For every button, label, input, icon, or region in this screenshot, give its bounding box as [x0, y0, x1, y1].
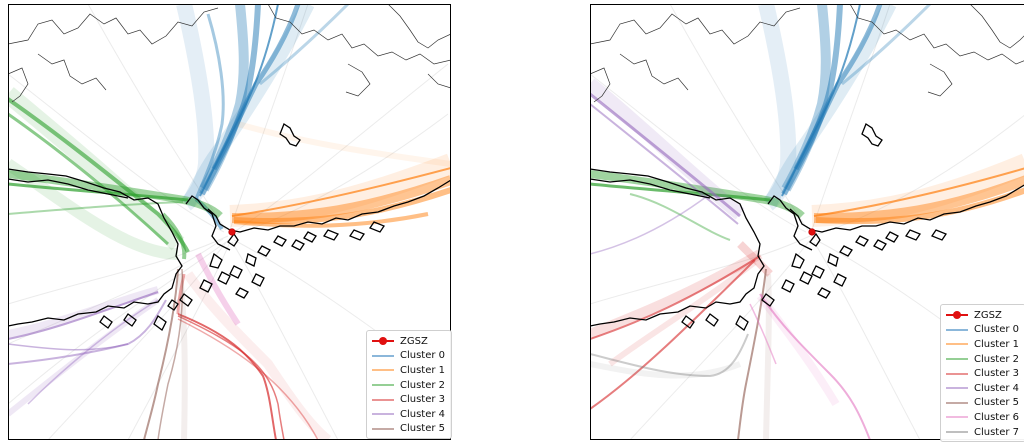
legend-swatch-cluster-3 — [372, 395, 394, 405]
legend-swatch-cluster-5 — [372, 424, 394, 434]
legend-label: Cluster 4 — [400, 408, 446, 420]
cluster-7-routes — [590, 333, 749, 379]
legend-swatch-cluster-1 — [946, 339, 968, 349]
legend-item-cluster-1: Cluster 1 — [372, 363, 445, 378]
map-panel-right: ZGSZ Cluster 0 Cluster 1 Cluster 2 Clust… — [590, 4, 1024, 442]
legend-label: Cluster 3 — [400, 394, 446, 406]
airport-marker-swatch — [372, 336, 394, 346]
background-traffic — [590, 4, 1024, 440]
legend-label: Cluster 5 — [974, 397, 1020, 409]
legend-label-zgsz: ZGSZ — [974, 309, 1002, 321]
cluster-0-routes — [176, 4, 350, 231]
zgsz-airport-marker — [808, 228, 816, 236]
legend-item-cluster-4: Cluster 4 — [946, 381, 1019, 396]
legend-swatch-cluster-0 — [372, 351, 394, 361]
legend-label: Cluster 3 — [974, 368, 1020, 380]
legend-label: Cluster 1 — [974, 338, 1020, 350]
zgsz-airport-marker — [228, 228, 236, 236]
cluster-1-routes — [811, 153, 1024, 227]
legend-swatch-cluster-2 — [372, 380, 394, 390]
legend-label-zgsz: ZGSZ — [400, 335, 428, 347]
legend-item-zgsz: ZGSZ — [946, 308, 1019, 323]
legend-label: Cluster 1 — [400, 364, 446, 376]
cluster-6-routes — [749, 293, 871, 440]
legend-label: Cluster 4 — [974, 382, 1020, 394]
legend-item-cluster-6: Cluster 6 — [946, 410, 1019, 425]
legend-label: Cluster 2 — [974, 353, 1020, 365]
legend-item-cluster-5: Cluster 5 — [946, 396, 1019, 411]
legend-item-cluster-4: Cluster 4 — [372, 407, 445, 422]
admin-borders — [590, 4, 1024, 103]
cluster-4-routes — [590, 78, 745, 255]
legend-item-cluster-5: Cluster 5 — [372, 422, 445, 437]
cluster-3-routes — [590, 241, 773, 410]
secondary-traffic — [195, 252, 241, 326]
cluster-4-routes — [8, 286, 167, 417]
legend-swatch-cluster-5 — [946, 398, 968, 408]
legend-item-cluster-3: Cluster 3 — [946, 366, 1019, 381]
legend-swatch-cluster-1 — [372, 365, 394, 375]
legend-label: Cluster 6 — [974, 411, 1020, 423]
legend-item-cluster-2: Cluster 2 — [372, 378, 445, 393]
legend-item-cluster-7: Cluster 7 — [946, 425, 1019, 440]
admin-borders — [8, 4, 451, 103]
legend-swatch-cluster-6 — [946, 412, 968, 422]
legend-item-zgsz: ZGSZ — [372, 334, 445, 349]
legend-swatch-cluster-4 — [372, 409, 394, 419]
legend-label: Cluster 5 — [400, 423, 446, 435]
map-canvas-left — [8, 4, 451, 440]
legend-swatch-cluster-3 — [946, 369, 968, 379]
legend-swatch-cluster-2 — [946, 354, 968, 364]
map-canvas-right — [590, 4, 1024, 440]
cluster-0-routes — [758, 4, 932, 211]
legend-item-cluster-1: Cluster 1 — [946, 337, 1019, 352]
cluster-3-routes — [176, 271, 332, 440]
legend-label: Cluster 2 — [400, 379, 446, 391]
cluster-2-routes — [8, 87, 223, 260]
legend-swatch-cluster-0 — [946, 325, 968, 335]
legend-right: ZGSZ Cluster 0 Cluster 1 Cluster 2 Clust… — [940, 304, 1024, 442]
legend-item-cluster-2: Cluster 2 — [946, 352, 1019, 367]
legend-swatch-cluster-4 — [946, 383, 968, 393]
map-panel-left: ZGSZ Cluster 0 Cluster 1 Cluster 2 Clust… — [8, 4, 453, 440]
airport-marker-swatch — [946, 310, 968, 320]
legend-label: Cluster 0 — [974, 324, 1020, 336]
legend-label: Cluster 7 — [974, 426, 1020, 438]
legend-item-cluster-3: Cluster 3 — [372, 392, 445, 407]
cluster-1-routes — [229, 121, 451, 228]
legend-swatch-cluster-7 — [946, 427, 968, 437]
legend-left: ZGSZ Cluster 0 Cluster 1 Cluster 2 Clust… — [366, 330, 453, 440]
legend-label: Cluster 0 — [400, 350, 446, 362]
legend-item-cluster-0: Cluster 0 — [372, 349, 445, 364]
legend-item-cluster-0: Cluster 0 — [946, 323, 1019, 338]
